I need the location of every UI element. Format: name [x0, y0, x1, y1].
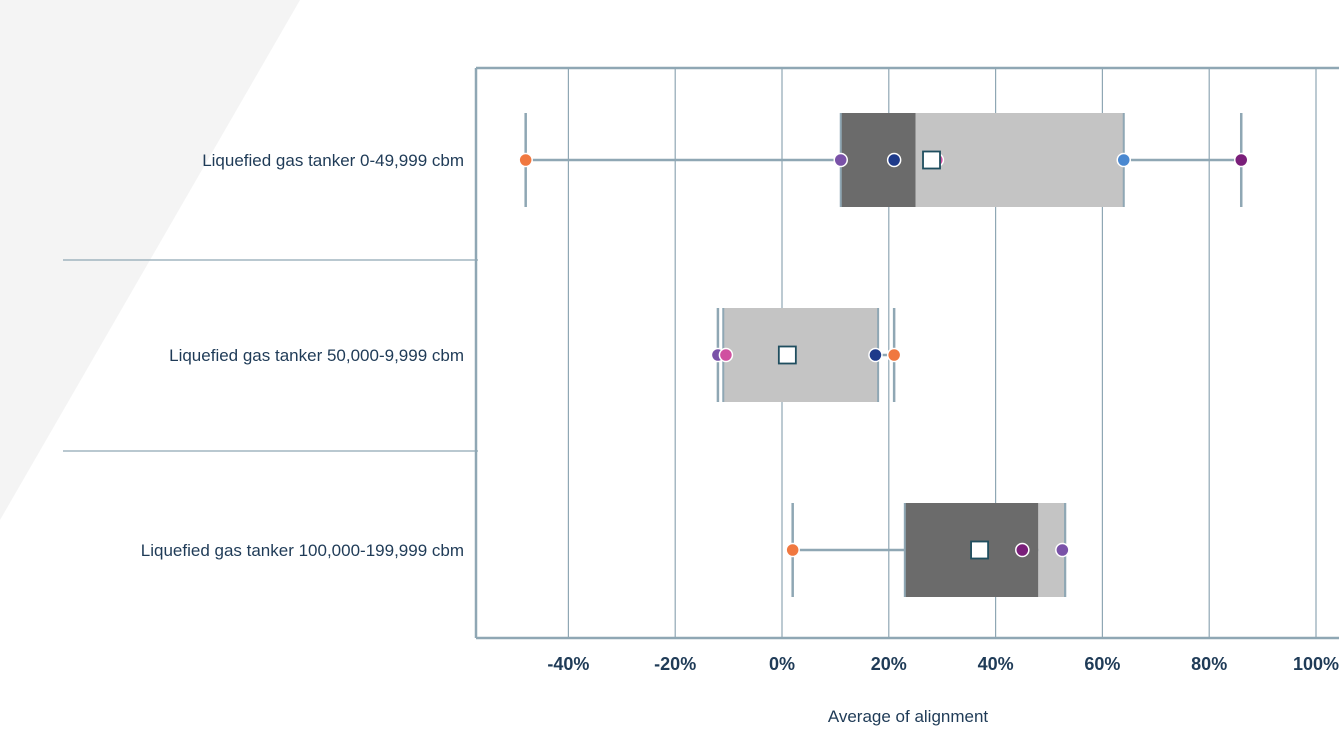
x-tick-label-5: 60%	[1084, 654, 1120, 674]
mean-marker-2	[970, 540, 989, 560]
data-point-0-5	[1233, 152, 1249, 168]
category-label-2: Liquefied gas tanker 100,000-199,999 cbm	[141, 541, 464, 560]
x-tick-label-6: 80%	[1191, 654, 1227, 674]
x-axis-title: Average of alignment	[828, 707, 989, 726]
box-1	[710, 308, 902, 402]
x-tick-label-0: -40%	[547, 654, 589, 674]
data-point-1-3	[886, 347, 902, 363]
x-tick-label-4: 40%	[978, 654, 1014, 674]
box-body-1	[723, 308, 879, 402]
x-tick-label-1: -20%	[654, 654, 696, 674]
data-point-0-0	[518, 152, 533, 168]
data-point-1-1	[718, 347, 734, 363]
x-tick-labels: -40% -20% 0% 20% 40% 60% 80% 100%	[547, 654, 1339, 674]
box-upper-0	[915, 113, 1124, 207]
category-labels: Liquefied gas tanker 0-49,999 cbm Liquefi…	[141, 151, 464, 560]
x-tick-label-3: 20%	[871, 654, 907, 674]
box-2	[785, 503, 1070, 597]
data-point-1-2	[868, 347, 883, 363]
x-tick-label-2: 0%	[769, 654, 795, 674]
data-point-2-1	[1015, 542, 1030, 558]
data-point-0-1	[833, 152, 848, 168]
box-series	[518, 113, 1249, 597]
plot-frame	[474, 66, 1339, 640]
data-point-2-2	[1055, 542, 1070, 558]
category-label-0: Liquefied gas tanker 0-49,999 cbm	[202, 151, 464, 170]
data-point-0-4	[1116, 152, 1132, 168]
mean-marker-1	[777, 345, 797, 365]
data-point-2-0	[785, 542, 800, 558]
category-label-1: Liquefied gas tanker 50,000-9,999 cbm	[169, 346, 464, 365]
category-separators	[63, 259, 478, 452]
data-point-0-2	[886, 152, 902, 168]
box-lower-0	[840, 113, 916, 207]
x-tick-label-7: 100%	[1293, 654, 1339, 674]
box-0	[518, 113, 1249, 207]
mean-marker-0	[922, 150, 941, 170]
